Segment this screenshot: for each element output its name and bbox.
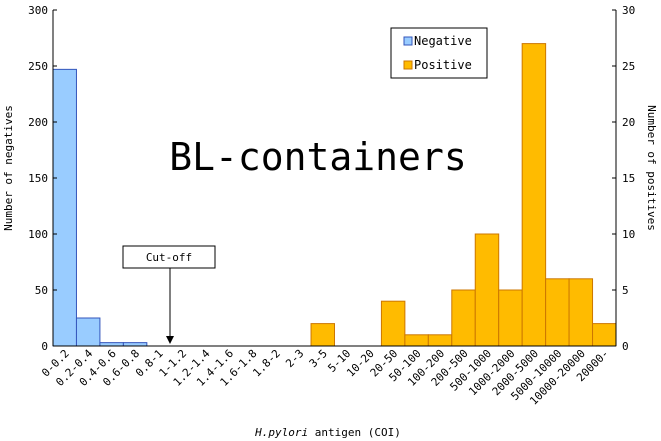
y-left-tick-label-0: 0 (41, 340, 48, 353)
legend-label-positive: Positive (414, 58, 472, 72)
y-axis-left-title: Number of negatives (2, 105, 15, 231)
x-tick-label-10: 2-3 (283, 347, 306, 370)
y-right-tick-label-4: 20 (622, 116, 635, 129)
legend-label-negative: Negative (414, 34, 472, 48)
bar-positive-20 (521, 43, 547, 347)
bar-positive-14 (380, 300, 406, 347)
y-axis-right-title: Number of positives (645, 105, 658, 231)
legend-box (390, 27, 488, 79)
bar-positive-18 (474, 233, 500, 347)
y-left-tick-label-2: 100 (28, 228, 48, 241)
bar-positive-21 (545, 278, 570, 347)
bar-positive-11 (310, 323, 336, 347)
x-axis-title-rest: antigen (COI) (308, 426, 401, 439)
y-right-tick-label-6: 30 (622, 4, 635, 17)
bar-positive-17 (451, 289, 476, 347)
cutoff-label: Cut-off (146, 251, 192, 264)
x-tick-label-9: 1.8-2 (250, 347, 283, 380)
cutoff-annotation: Cut-off (122, 245, 216, 344)
y-left-tick-label-3: 150 (28, 172, 48, 185)
y-left-tick-label-5: 250 (28, 60, 48, 73)
bar-negative-2 (99, 342, 124, 347)
legend-swatch-negative (403, 36, 413, 46)
cutoff-arrow-head (166, 336, 174, 344)
x-axis-title-italic: H.pylori (254, 426, 308, 439)
y-right-tick-label-5: 25 (622, 60, 635, 73)
y-right-tick-label-1: 5 (622, 284, 629, 297)
cutoff-label-box (122, 245, 216, 269)
y-right-tick-label-3: 15 (622, 172, 635, 185)
bar-negative-1 (75, 317, 101, 347)
bar-positive-16 (427, 334, 453, 347)
y-right-tick-label-0: 0 (622, 340, 629, 353)
bar-negative-0 (52, 68, 77, 347)
legend: Negative Positive (390, 27, 488, 79)
bar-positive-15 (404, 334, 429, 347)
y-left-tick-label-4: 200 (28, 116, 48, 129)
y-right-tick-label-2: 10 (622, 228, 635, 241)
y-left-tick-label-6: 300 (28, 4, 48, 17)
bars (52, 43, 617, 347)
x-axis-title: H.pylori antigen (COI) (254, 426, 401, 439)
chart-title: BL-containers (169, 135, 466, 179)
y-left-tick-label-1: 50 (35, 284, 48, 297)
bar-positive-22 (568, 278, 594, 347)
legend-swatch-positive (403, 60, 413, 70)
bar-positive-19 (498, 289, 523, 347)
bar-negative-3 (122, 342, 148, 347)
bar-positive-23 (592, 323, 617, 347)
